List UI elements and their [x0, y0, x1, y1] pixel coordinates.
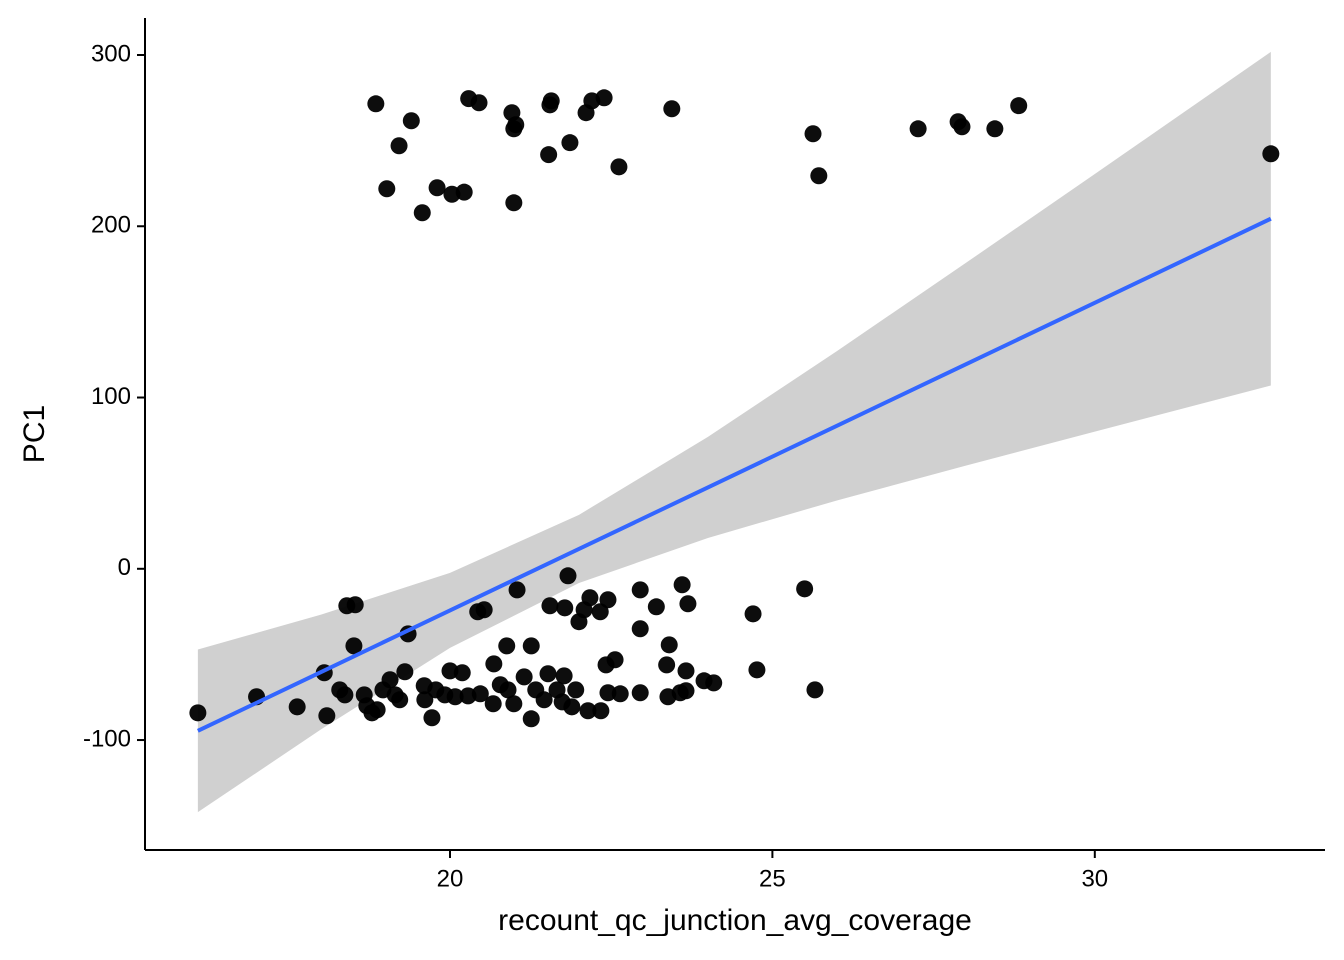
point — [540, 146, 558, 164]
point — [446, 688, 464, 706]
point — [705, 674, 723, 692]
y-axis-title: PC1 — [18, 405, 51, 463]
point — [378, 180, 396, 198]
point — [288, 698, 306, 716]
point — [909, 120, 927, 138]
x-tick-label: 30 — [1081, 865, 1108, 892]
point — [647, 598, 665, 616]
point — [471, 685, 489, 703]
point — [522, 637, 540, 655]
point — [508, 581, 526, 599]
point — [367, 95, 385, 113]
y-tick-label: 0 — [118, 554, 131, 581]
point — [561, 134, 579, 152]
point — [660, 636, 678, 654]
point — [522, 710, 540, 728]
y-tick-label: 200 — [91, 212, 131, 239]
point — [318, 707, 336, 725]
point — [796, 580, 814, 598]
point — [470, 94, 488, 112]
point — [599, 684, 617, 702]
point — [505, 695, 523, 713]
point — [505, 194, 523, 212]
point — [416, 691, 434, 709]
x-tick-label: 25 — [759, 865, 786, 892]
point — [1010, 97, 1028, 115]
point — [579, 702, 597, 720]
point — [1262, 145, 1280, 163]
point — [336, 686, 354, 704]
point — [484, 695, 502, 713]
point — [679, 595, 697, 613]
point — [381, 671, 399, 689]
point — [677, 682, 695, 700]
point — [390, 137, 408, 155]
point — [345, 637, 363, 655]
point — [556, 599, 574, 617]
y-tick-label: -100 — [83, 725, 131, 752]
point — [592, 702, 610, 720]
point — [677, 662, 695, 680]
point — [507, 116, 525, 134]
point — [595, 89, 613, 107]
point — [475, 601, 493, 619]
point — [804, 125, 822, 143]
x-tick-label: 20 — [437, 865, 464, 892]
point — [346, 596, 364, 614]
point — [810, 167, 828, 185]
point — [631, 620, 649, 638]
point — [515, 668, 533, 686]
point — [555, 667, 573, 685]
point — [539, 665, 557, 683]
point — [455, 183, 473, 201]
point — [423, 709, 441, 727]
point — [542, 92, 560, 110]
point — [485, 655, 503, 673]
point — [189, 704, 207, 722]
point — [413, 204, 431, 222]
point — [631, 684, 649, 702]
point — [498, 637, 516, 655]
y-tick-label: 300 — [91, 40, 131, 67]
point — [658, 656, 676, 674]
point — [663, 100, 681, 118]
point — [402, 112, 420, 130]
point — [606, 651, 624, 669]
point — [396, 663, 414, 681]
point — [428, 179, 446, 197]
point — [953, 118, 971, 136]
point — [744, 605, 762, 623]
point — [581, 589, 599, 607]
point — [631, 581, 649, 599]
point — [453, 664, 471, 682]
point — [541, 597, 559, 615]
point — [599, 591, 617, 609]
point — [559, 567, 577, 585]
point — [611, 685, 629, 703]
regression-line — [197, 216, 1272, 733]
point — [673, 576, 691, 594]
point — [535, 691, 553, 709]
point — [368, 701, 386, 719]
point — [748, 661, 766, 679]
point — [610, 158, 628, 176]
point — [499, 681, 517, 699]
x-axis-title: recount_qc_junction_avg_coverage — [498, 904, 972, 937]
point — [806, 681, 824, 699]
point — [563, 698, 581, 716]
point — [567, 681, 585, 699]
confidence-band — [197, 51, 1271, 813]
point — [391, 691, 409, 709]
point — [986, 120, 1004, 138]
y-tick-label: 100 — [91, 383, 131, 410]
